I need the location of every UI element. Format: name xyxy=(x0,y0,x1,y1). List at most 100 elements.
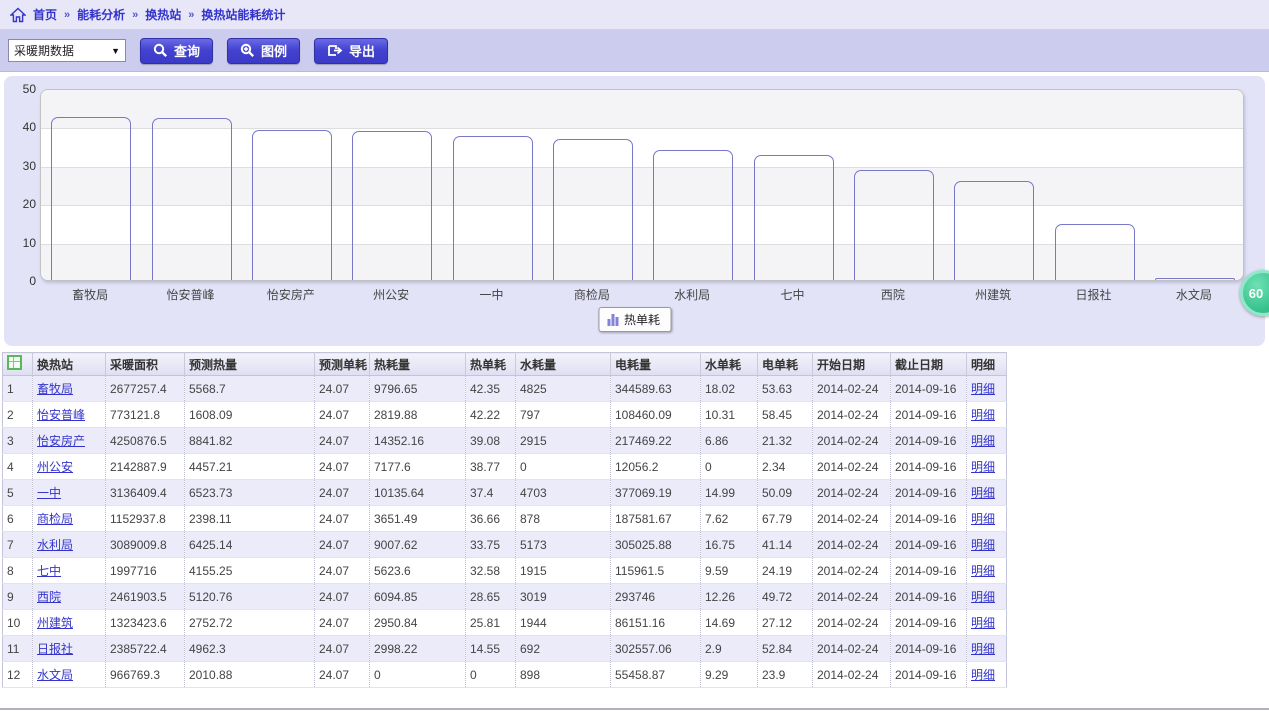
chart-y-tick-label: 50 xyxy=(22,82,36,96)
period-select[interactable]: 采暖期数据 ▼ xyxy=(8,39,126,62)
station-link[interactable]: 日报社 xyxy=(37,642,74,656)
column-header-换热站[interactable]: 换热站 xyxy=(32,352,106,376)
cell-换热站[interactable]: 商检局 xyxy=(32,505,106,532)
zoom-plus-icon xyxy=(240,43,255,58)
bar-日报社[interactable] xyxy=(1054,224,1135,280)
cell-明细[interactable]: 明细 xyxy=(966,557,1007,584)
bar-怡安普峰[interactable] xyxy=(151,117,232,280)
column-header-采暖面积[interactable]: 采暖面积 xyxy=(105,352,185,376)
column-header-预测单耗[interactable]: 预测单耗 xyxy=(314,352,370,376)
cell-水耗量: 797 xyxy=(515,401,611,428)
cell-开始日期: 2014-02-24 xyxy=(812,661,891,688)
station-link[interactable]: 怡安普峰 xyxy=(37,408,86,422)
column-header-水单耗[interactable]: 水单耗 xyxy=(700,352,758,376)
detail-link[interactable]: 明细 xyxy=(971,616,996,630)
cell-明细[interactable]: 明细 xyxy=(966,453,1007,480)
bar-七中[interactable] xyxy=(753,154,834,280)
footer-divider xyxy=(0,708,1269,710)
station-link[interactable]: 水利局 xyxy=(37,538,74,552)
cell-开始日期: 2014-02-24 xyxy=(812,531,891,558)
station-link[interactable]: 怡安房产 xyxy=(37,434,86,448)
detail-link[interactable]: 明细 xyxy=(971,642,996,656)
station-link[interactable]: 水文局 xyxy=(37,668,74,682)
detail-link[interactable]: 明细 xyxy=(971,512,996,526)
bar-怡安房产[interactable] xyxy=(251,129,332,280)
detail-link[interactable]: 明细 xyxy=(971,538,996,552)
chart-legend[interactable]: 热单耗 xyxy=(597,307,672,332)
cell-明细[interactable]: 明细 xyxy=(966,635,1007,662)
station-link[interactable]: 州建筑 xyxy=(37,616,74,630)
cell-热单耗: 14.55 xyxy=(465,635,516,662)
cell-明细[interactable]: 明细 xyxy=(966,401,1007,428)
cell-明细[interactable]: 明细 xyxy=(966,583,1007,610)
column-header-水耗量[interactable]: 水耗量 xyxy=(515,352,611,376)
station-link[interactable]: 州公安 xyxy=(37,460,74,474)
bar-畜牧局[interactable] xyxy=(51,117,132,280)
cell-换热站[interactable]: 怡安普峰 xyxy=(32,401,106,428)
cell-明细[interactable]: 明细 xyxy=(966,375,1007,402)
export-button[interactable]: 导出 xyxy=(314,37,389,64)
cell-换热站[interactable]: 一中 xyxy=(32,479,106,506)
column-header-热耗量[interactable]: 热耗量 xyxy=(369,352,466,376)
bar-水利局[interactable] xyxy=(653,150,734,280)
home-icon[interactable] xyxy=(9,7,27,23)
cell-换热站[interactable]: 西院 xyxy=(32,583,106,610)
cell-明细[interactable]: 明细 xyxy=(966,609,1007,636)
cell-换热站[interactable]: 日报社 xyxy=(32,635,106,662)
table-header-row: 换热站 采暖面积 预测热量 预测单耗 热耗量 热单耗 水耗量 电耗量 水单耗 电单耗 开始日期 截止日… xyxy=(2,352,1007,376)
cell-换热站[interactable]: 畜牧局 xyxy=(32,375,106,402)
cell-换热站[interactable]: 七中 xyxy=(32,557,106,584)
station-link[interactable]: 西院 xyxy=(37,590,62,604)
detail-link[interactable]: 明细 xyxy=(971,668,996,682)
row-number: 6 xyxy=(2,505,33,532)
cell-电单耗: 21.32 xyxy=(757,427,813,454)
cell-换热站[interactable]: 州建筑 xyxy=(32,609,106,636)
column-header-电单耗[interactable]: 电单耗 xyxy=(757,352,813,376)
column-header-截止日期[interactable]: 截止日期 xyxy=(890,352,967,376)
cell-明细[interactable]: 明细 xyxy=(966,531,1007,558)
column-header-热单耗[interactable]: 热单耗 xyxy=(465,352,516,376)
cell-热单耗: 33.75 xyxy=(465,531,516,558)
station-link[interactable]: 一中 xyxy=(37,486,62,500)
cell-开始日期: 2014-02-24 xyxy=(812,505,891,532)
detail-link[interactable]: 明细 xyxy=(971,460,996,474)
cell-换热站[interactable]: 水利局 xyxy=(32,531,106,558)
period-select-value: 采暖期数据 xyxy=(14,44,75,58)
bar-西院[interactable] xyxy=(853,169,934,280)
detail-link[interactable]: 明细 xyxy=(971,382,996,396)
cell-明细[interactable]: 明细 xyxy=(966,479,1007,506)
station-link[interactable]: 畜牧局 xyxy=(37,382,74,396)
station-link[interactable]: 商检局 xyxy=(37,512,74,526)
query-button[interactable]: 查询 xyxy=(140,37,214,64)
cell-换热站[interactable]: 州公安 xyxy=(32,453,106,480)
detail-link[interactable]: 明细 xyxy=(971,486,996,500)
column-header-明细[interactable]: 明细 xyxy=(966,352,1007,376)
chart-band xyxy=(41,166,1243,206)
bar-水文局[interactable] xyxy=(1154,278,1235,280)
cell-换热站[interactable]: 怡安房产 xyxy=(32,427,106,454)
breadcrumb-item-heat-station[interactable]: 换热站 xyxy=(145,8,182,22)
bar-州公安[interactable] xyxy=(352,131,433,280)
detail-link[interactable]: 明细 xyxy=(971,564,996,578)
cell-明细[interactable]: 明细 xyxy=(966,505,1007,532)
column-header-预测热量[interactable]: 预测热量 xyxy=(184,352,315,376)
bar-商检局[interactable] xyxy=(552,139,633,280)
breadcrumb-item-energy-analysis[interactable]: 能耗分析 xyxy=(77,8,126,22)
detail-link[interactable]: 明细 xyxy=(971,590,996,604)
bar-一中[interactable] xyxy=(452,136,533,280)
detail-link[interactable]: 明细 xyxy=(971,434,996,448)
detail-link[interactable]: 明细 xyxy=(971,408,996,422)
cell-截止日期: 2014-09-16 xyxy=(890,583,967,610)
cell-换热站[interactable]: 水文局 xyxy=(32,661,106,688)
station-link[interactable]: 七中 xyxy=(37,564,62,578)
breadcrumb-home[interactable]: 首页 xyxy=(33,8,58,22)
chart-x-label: 七中 xyxy=(780,288,805,302)
bar-州建筑[interactable] xyxy=(954,180,1035,280)
legend-button[interactable]: 图例 xyxy=(227,37,301,64)
table-grid-icon-cell[interactable] xyxy=(2,352,33,376)
cell-电单耗: 53.63 xyxy=(757,375,813,402)
cell-明细[interactable]: 明细 xyxy=(966,661,1007,688)
column-header-开始日期[interactable]: 开始日期 xyxy=(812,352,891,376)
cell-明细[interactable]: 明细 xyxy=(966,427,1007,454)
column-header-电耗量[interactable]: 电耗量 xyxy=(610,352,701,376)
